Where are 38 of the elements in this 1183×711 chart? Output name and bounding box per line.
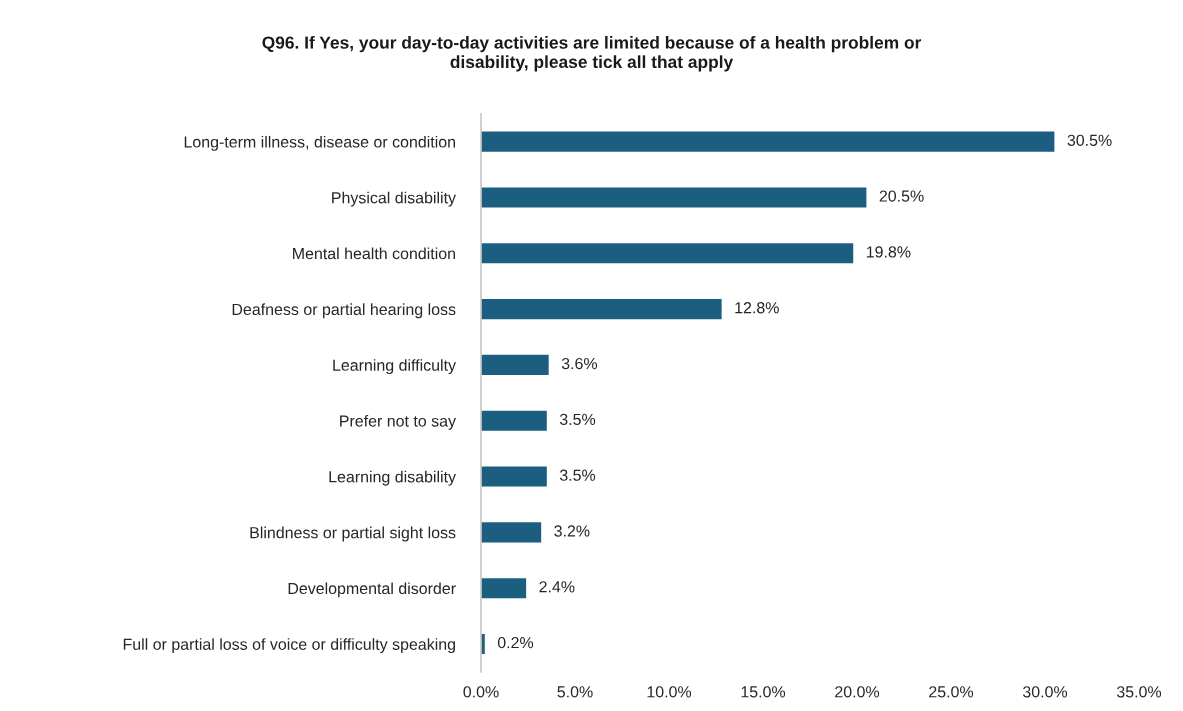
x-tick-label: 5.0% bbox=[557, 686, 593, 698]
x-tick-label: 35.0% bbox=[1116, 686, 1162, 698]
bar bbox=[481, 522, 542, 543]
data-label: 2.4% bbox=[539, 581, 575, 593]
data-label: 12.8% bbox=[735, 302, 779, 314]
x-tick-label: 15.0% bbox=[741, 686, 786, 698]
bar bbox=[481, 410, 547, 431]
data-label: 0.2% bbox=[497, 636, 534, 649]
bar bbox=[481, 243, 854, 264]
x-tick-label: 0.0% bbox=[463, 686, 499, 698]
x-tick-label: 10.0% bbox=[647, 686, 692, 698]
data-label: 30.5% bbox=[1067, 134, 1112, 146]
y-tick-label: Physical disability bbox=[332, 191, 456, 207]
bar bbox=[481, 187, 867, 208]
x-tick-label: 25.0% bbox=[929, 686, 974, 698]
data-label: 3.2% bbox=[554, 525, 590, 537]
data-label: 20.5% bbox=[879, 190, 924, 202]
y-tick-label: Long-term illness, disease or condition bbox=[184, 135, 455, 151]
x-tick-label: 20.0% bbox=[835, 686, 880, 698]
data-label: 3.6% bbox=[561, 357, 598, 370]
y-tick-label: Blindness or partial sight loss bbox=[250, 526, 456, 542]
y-tick-label: Learning disability bbox=[329, 470, 456, 486]
bar bbox=[481, 466, 547, 487]
bar bbox=[481, 299, 722, 320]
bar bbox=[481, 578, 527, 599]
chart-title: Q96. If Yes, your day-to-day activities are limited because of a health problem or disability, please tick all that apply bbox=[262, 36, 922, 72]
data-label: 3.5% bbox=[559, 413, 596, 426]
bar bbox=[481, 131, 1055, 152]
data-label: 19.8% bbox=[866, 246, 911, 258]
y-tick-label: Learning difficulty bbox=[333, 359, 456, 375]
bar bbox=[481, 354, 549, 375]
y-tick-label: Deafness or partial hearing loss bbox=[232, 303, 456, 319]
y-tick-label: Mental health condition bbox=[293, 247, 455, 260]
y-tick-label: Prefer not to say bbox=[340, 414, 456, 430]
y-tick-label: Developmental disorder bbox=[288, 582, 456, 598]
data-label: 3.5% bbox=[559, 469, 596, 481]
x-tick-label: 30.0% bbox=[1022, 686, 1068, 698]
y-tick-label: Full or partial loss of voice or difficulty speaking bbox=[123, 638, 455, 654]
